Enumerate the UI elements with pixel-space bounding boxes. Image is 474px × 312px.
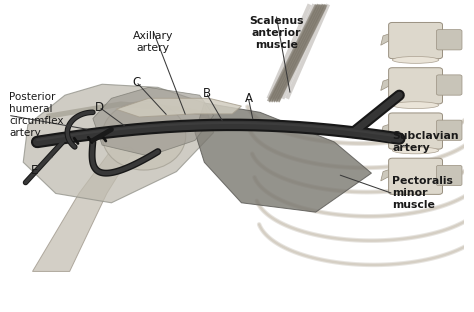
Polygon shape: [439, 168, 450, 181]
Text: A: A: [245, 92, 253, 105]
FancyBboxPatch shape: [437, 75, 462, 95]
Text: E: E: [31, 163, 38, 177]
Polygon shape: [93, 87, 214, 156]
FancyBboxPatch shape: [437, 165, 462, 186]
Polygon shape: [46, 101, 204, 119]
Polygon shape: [33, 147, 139, 271]
Ellipse shape: [102, 101, 186, 170]
Polygon shape: [439, 123, 450, 136]
FancyBboxPatch shape: [389, 68, 443, 104]
Ellipse shape: [392, 147, 439, 154]
Text: Scalenus
anterior
muscle: Scalenus anterior muscle: [249, 16, 303, 50]
Polygon shape: [381, 168, 392, 181]
Text: Posterior
humeral
circumflex
artery: Posterior humeral circumflex artery: [9, 92, 64, 139]
Polygon shape: [381, 78, 392, 90]
Text: Pectoralis
minor
muscle: Pectoralis minor muscle: [392, 177, 453, 210]
Polygon shape: [381, 33, 392, 45]
Polygon shape: [195, 103, 372, 212]
Ellipse shape: [392, 102, 439, 109]
Polygon shape: [116, 98, 241, 117]
Text: D: D: [95, 101, 104, 114]
Polygon shape: [439, 78, 450, 90]
FancyBboxPatch shape: [437, 30, 462, 50]
Text: C: C: [133, 76, 141, 89]
Polygon shape: [439, 33, 450, 45]
Polygon shape: [23, 84, 214, 203]
Polygon shape: [381, 123, 392, 136]
FancyBboxPatch shape: [389, 22, 443, 59]
FancyBboxPatch shape: [437, 120, 462, 140]
Text: Axillary
artery: Axillary artery: [133, 31, 173, 53]
Ellipse shape: [392, 56, 439, 63]
Text: Subclavian
artery: Subclavian artery: [392, 131, 459, 153]
FancyBboxPatch shape: [389, 113, 443, 149]
FancyBboxPatch shape: [389, 158, 443, 194]
Text: B: B: [202, 87, 210, 100]
